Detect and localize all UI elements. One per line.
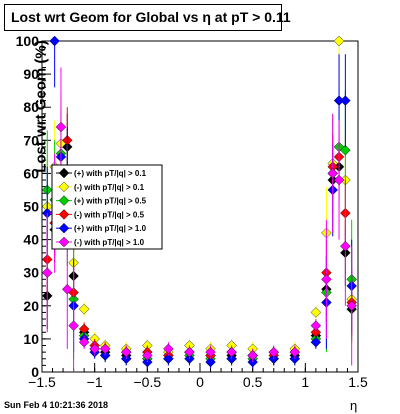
data-point [78,336,90,348]
legend: (+) with pT/|q| > 0.1 (-) with pT/|q| > 0… [51,164,163,250]
data-point [340,95,351,106]
legend-entry-label: (-) with pT/|q| > 0.1 [74,183,145,192]
chart-title: Lost wrt Geom for Global vs η at pT > 0.… [4,4,291,31]
y-tick-label: 20 [23,298,39,314]
data-point [89,343,100,355]
x-tick-label: 0.5 [243,374,263,390]
legend-marker [58,167,70,179]
legend-marker [58,195,70,206]
y-tick-label: 100 [16,33,40,49]
y-tick-label: 70 [23,132,39,148]
y-axis-label: Lost wrt Geom (%) [32,40,50,173]
y-tick-label: 90 [23,66,39,82]
legend-entry-label: (-) with pT/|q| > 0.5 [74,210,145,219]
data-point [310,320,322,331]
data-point [289,346,301,358]
data-point [333,95,345,106]
data-point [226,346,237,358]
data-point [340,144,351,156]
y-tick-label: 50 [23,199,39,215]
legend-marker [58,236,70,248]
data-point [42,267,53,278]
data-point [268,346,279,358]
data-point [247,350,258,361]
data-point [333,35,345,47]
data-point [310,307,322,318]
data-point [184,346,195,358]
x-tick-label: −1 [87,374,103,390]
legend-marker [58,181,70,193]
y-tick-label: 80 [23,99,39,115]
x-tick-label: −0.5 [134,374,162,390]
x-tick-label: 0 [196,374,204,390]
y-tick-label: 30 [23,265,39,281]
data-point [205,356,216,368]
data-point [78,323,90,335]
y-tick-label: 40 [23,232,39,248]
data-point [310,336,322,348]
y-tick-label: 60 [23,165,39,181]
legend-marker [58,209,70,220]
timestamp-footer: Sun Feb 4 10:21:36 2018 [4,400,109,410]
data-point [142,350,153,361]
legend-entry-label: (-) with pT/|q| > 1.0 [74,238,145,247]
data-point [205,346,216,358]
data-point [333,174,345,186]
x-tick-label: −1.5 [28,374,56,390]
data-point [49,35,60,47]
x-axis-label: η [350,398,358,413]
data-point [321,274,332,285]
data-point [346,300,357,312]
data-point [327,168,338,179]
legend-entry-label: (+) with pT/|q| > 0.5 [74,197,147,206]
y-tick-label: 10 [23,331,39,347]
data-point [121,346,132,358]
data-point [99,343,111,355]
legend-entry-label: (+) with pT/|q| > 0.1 [74,169,147,178]
x-tick-label: 1.5 [348,374,368,390]
legend-box [51,164,163,250]
data-point [55,121,67,133]
data-point [163,353,174,364]
y-tick-label: 0 [31,364,39,380]
plot-axes: −1.5 −1 −0.5 0 0.5 1 1.5 0 10 20 30 40 50 60 70 80 90 100 [16,33,368,390]
x-tick-label: 1 [301,374,309,390]
data-point [78,303,90,315]
legend-marker [58,222,70,234]
data-point [163,343,174,355]
data-point [340,240,351,252]
data-point [62,284,73,295]
data-point [68,320,79,331]
legend-entry-label: (+) with pT/|q| > 1.0 [74,224,147,233]
